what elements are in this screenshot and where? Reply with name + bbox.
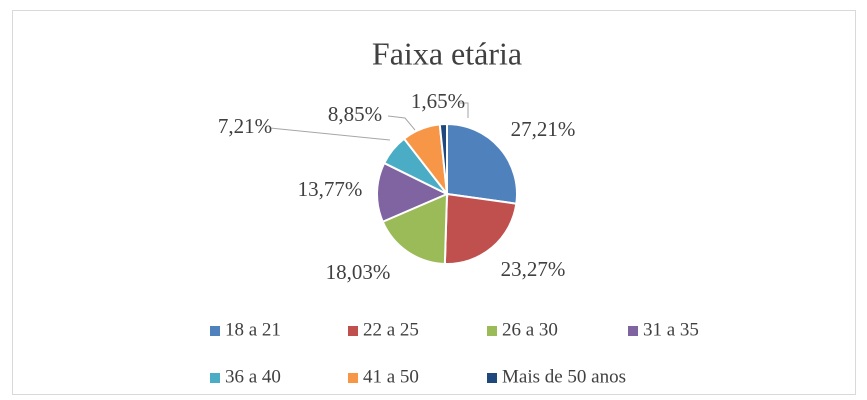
- pie-slice: [376, 161, 450, 224]
- leader-line: [460, 102, 469, 118]
- legend-label: 26 a 30: [502, 319, 558, 340]
- data-label: 23,27%: [501, 257, 566, 281]
- leader-line: [387, 115, 416, 131]
- chart-title: Faixa etária: [372, 35, 522, 71]
- legend-swatch: [487, 373, 497, 383]
- legend-swatch: [628, 326, 638, 336]
- data-label: 18,03%: [326, 260, 391, 284]
- data-label: 27,21%: [511, 117, 576, 141]
- pie-slice: [381, 192, 449, 265]
- pie-slice: [438, 122, 448, 195]
- legend-swatch: [210, 326, 220, 336]
- legend-label: 22 a 25: [363, 319, 419, 340]
- legend-swatch: [210, 373, 220, 383]
- leader-line: [269, 127, 391, 141]
- legend-label: 18 a 21: [225, 319, 281, 340]
- data-label: 7,21%: [218, 114, 272, 138]
- data-label: 13,77%: [298, 177, 363, 201]
- legend-swatch: [487, 326, 497, 336]
- legend-swatch: [348, 373, 358, 383]
- legend-label: 36 a 40: [225, 366, 281, 387]
- data-label: 8,85%: [328, 102, 382, 126]
- legend-swatch: [348, 326, 358, 336]
- legend-label: 31 a 35: [643, 319, 699, 340]
- pie-slice: [446, 122, 518, 205]
- pie-slice: [443, 192, 518, 265]
- legend-label: 41 a 50: [363, 366, 419, 387]
- data-label: 1,65%: [411, 89, 465, 113]
- legend-label: Mais de 50 anos: [502, 366, 626, 387]
